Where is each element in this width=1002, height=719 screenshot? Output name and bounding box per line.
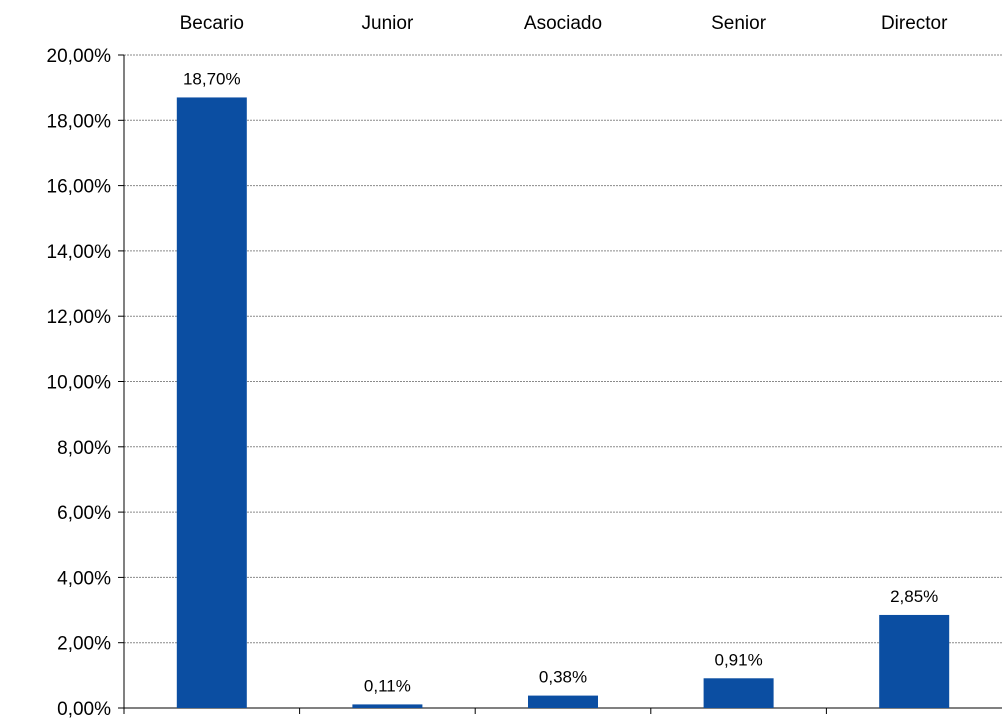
y-tick-label: 4,00% [57,568,111,589]
data-label-director: 2,85% [890,587,938,606]
bars [176,97,950,708]
category-label-asociado: Asociado [524,13,602,34]
y-tick-label: 8,00% [57,438,111,459]
bar-senior [703,678,774,708]
data-label-senior: 0,91% [714,650,762,669]
bar-junior [352,704,423,708]
y-tick-label: 16,00% [47,177,112,198]
category-label-director: Director [881,13,948,34]
bar-becario [176,97,247,708]
category-label-senior: Senior [711,13,767,34]
category-label-junior: Junior [362,13,414,34]
axes: 0,00% 2,00% 4,00% 6,00% 8,00% 10,00% 12,00% 14,… [47,46,1002,719]
gridlines [124,54,1002,644]
data-label-junior: 0,11% [364,676,411,695]
y-tick-label: 6,00% [57,503,111,524]
bar-asociado [528,695,598,708]
y-tick-label: 10,00% [47,373,112,394]
data-label-becario: 18,70% [183,69,241,88]
bar-director [879,614,950,708]
y-tick-label: 20,00% [47,46,112,67]
y-tick-label: 12,00% [47,307,112,328]
y-tick-label: 2,00% [57,634,111,655]
labels: 18,70% Becario 0,11% Junior 0,38% Asociado 0,9… [180,13,949,695]
y-tick-label: 14,00% [47,242,112,263]
y-tick-label: 0,00% [57,699,111,719]
category-label-becario: Becario [180,13,244,34]
y-tick-label: 18,00% [47,111,112,132]
data-label-asociado: 0,38% [539,668,587,687]
